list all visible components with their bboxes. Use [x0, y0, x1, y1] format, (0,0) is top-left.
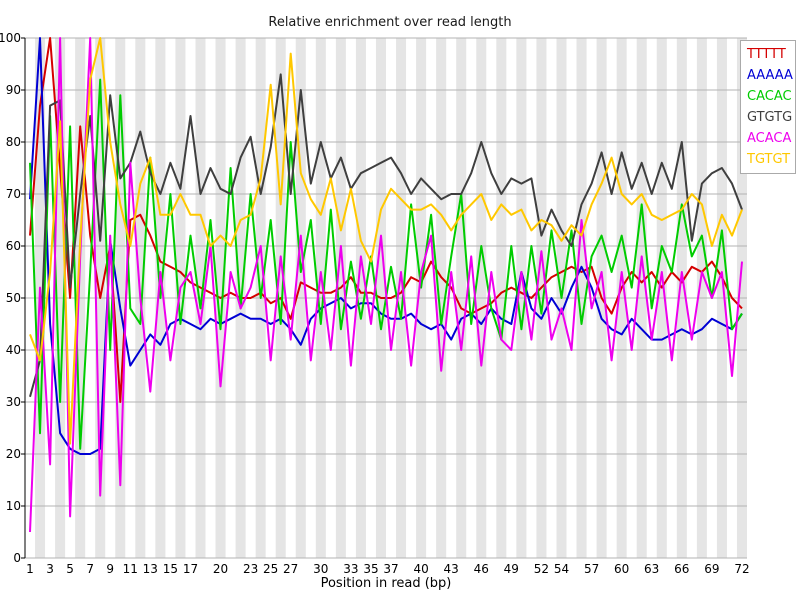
- x-tick-label: 20: [213, 562, 228, 576]
- y-tick-label: 0: [13, 551, 21, 565]
- x-tick-label: 60: [614, 562, 629, 576]
- x-tick-label: 57: [584, 562, 599, 576]
- x-tick-label: 54: [554, 562, 569, 576]
- x-tick-label: 17: [183, 562, 198, 576]
- x-tick-label: 9: [106, 562, 114, 576]
- x-tick-label: 63: [644, 562, 659, 576]
- y-tick-label: 40: [6, 343, 21, 357]
- x-tick-label: 66: [674, 562, 689, 576]
- x-tick-label: 13: [143, 562, 158, 576]
- x-tick-label: 46: [474, 562, 489, 576]
- y-tick-label: 90: [6, 83, 21, 97]
- x-tick-label: 37: [383, 562, 398, 576]
- y-tick-label: 10: [6, 499, 21, 513]
- y-tick-label: 70: [6, 187, 21, 201]
- x-tick-label: 1: [26, 562, 34, 576]
- x-tick-label: 5: [66, 562, 74, 576]
- x-tick-label: 49: [504, 562, 519, 576]
- y-tick-label: 30: [6, 395, 21, 409]
- y-tick-label: 50: [6, 291, 21, 305]
- y-tick-labels: 0 10 20 30 40 50 60 70 80 90 100: [0, 31, 21, 565]
- series-line-TGTGT: [29, 37, 743, 445]
- x-tick-label: 7: [86, 562, 94, 576]
- x-tick-label: 23: [243, 562, 258, 576]
- x-tick-label: 3: [46, 562, 54, 576]
- y-tick-label: 100: [0, 31, 21, 45]
- x-tick-label: 43: [444, 562, 459, 576]
- y-tick-label: 20: [6, 447, 21, 461]
- series-line-GTGTG: [29, 73, 743, 398]
- legend-item-GTGTG: GTGTG: [747, 110, 793, 125]
- series-line-AAAAA: [29, 37, 743, 455]
- y-tick-label: 80: [6, 135, 21, 149]
- x-tick-label: 27: [283, 562, 298, 576]
- legend-item-TGTGT: TGTGT: [747, 152, 791, 167]
- x-tick-label: 72: [734, 562, 749, 576]
- x-tick-label: 11: [123, 562, 138, 576]
- x-tick-label: 69: [704, 562, 719, 576]
- y-tick-label: 60: [6, 239, 21, 253]
- x-tick-label: 35: [363, 562, 378, 576]
- x-tick-label: 40: [413, 562, 428, 576]
- series-line-ACACA: [29, 37, 743, 533]
- x-tick-label: 33: [343, 562, 358, 576]
- legend-item-ACACA: ACACA: [747, 131, 792, 146]
- gridlines: [25, 37, 747, 559]
- y-ticks: [21, 37, 25, 559]
- legend-item-AAAAA: AAAAA: [747, 68, 793, 83]
- legend-item-TTTTT: TTTTT: [747, 47, 786, 62]
- x-axis-label: Position in read (bp): [320, 576, 452, 591]
- x-tick-label: 52: [534, 562, 549, 576]
- x-tick-label: 25: [263, 562, 278, 576]
- legend-item-CACAC: CACAC: [747, 89, 792, 104]
- x-tick-label: 15: [163, 562, 178, 576]
- chart-title: Relative enrichment over read length: [268, 15, 512, 30]
- x-tick-label: 30: [313, 562, 328, 576]
- legend: TTTTT AAAAA CACAC GTGTG ACACA TGTGT: [740, 40, 796, 174]
- x-tick-labels: 1 3 5 7 9 11 13 15 17 20 23 25 27 30 33 35 37 40 43 46 49 52 5…: [26, 562, 749, 576]
